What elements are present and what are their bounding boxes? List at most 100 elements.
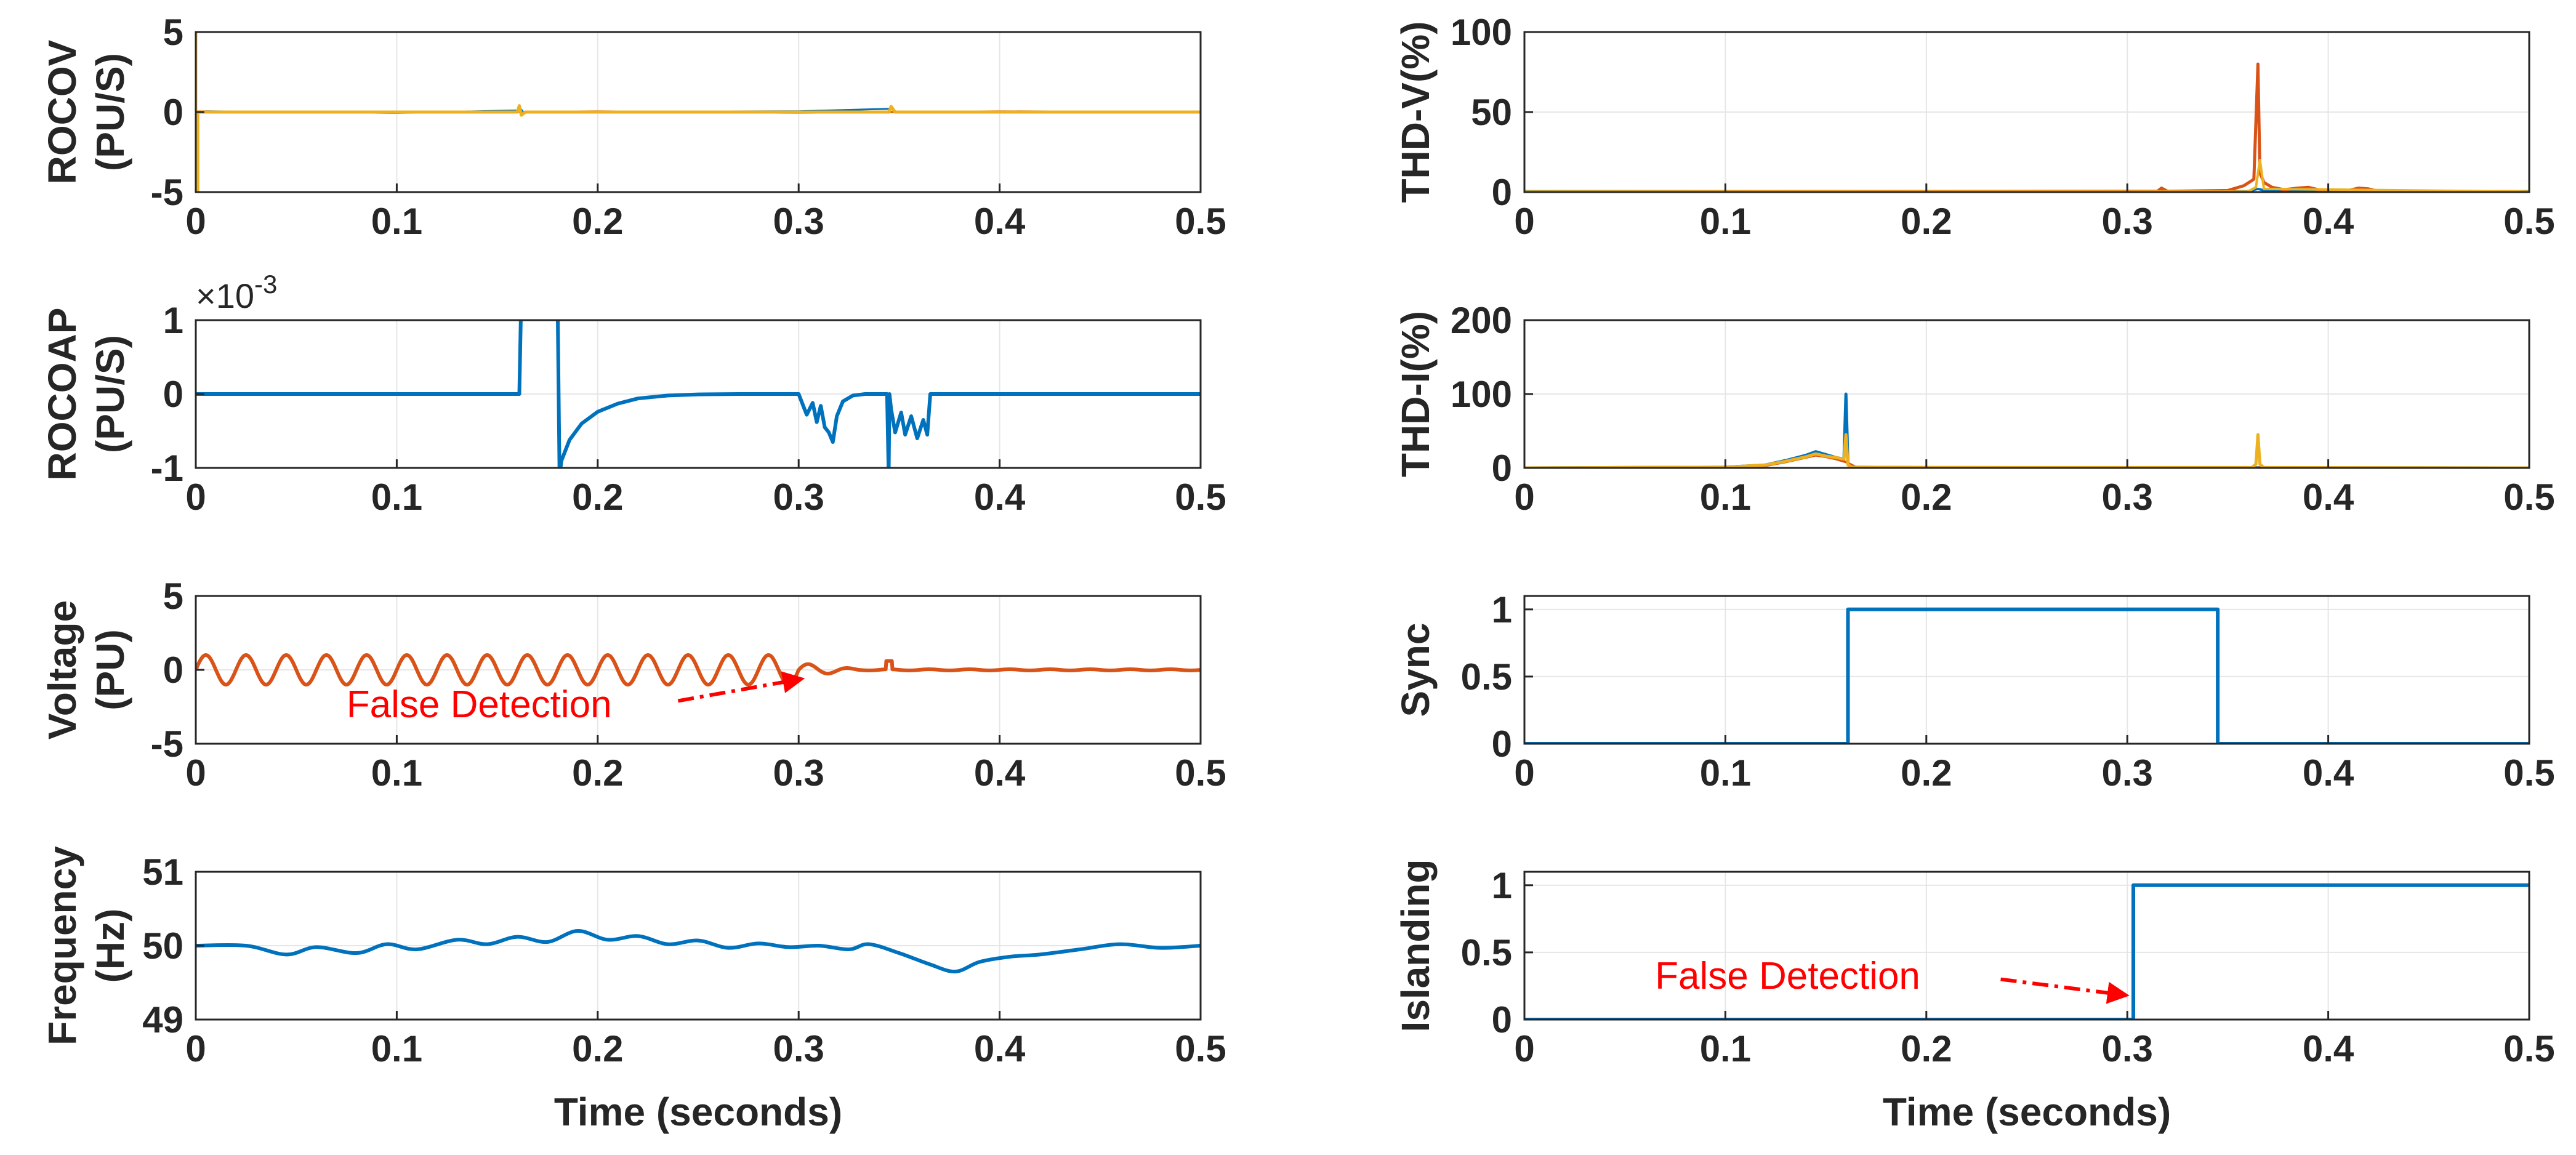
y-axis-label: Voltage xyxy=(40,600,84,739)
series-group xyxy=(196,32,1201,192)
x-tick-label: 0.4 xyxy=(2303,752,2354,794)
x-tick-label: 0.2 xyxy=(572,1028,623,1069)
y-tick-label: 49 xyxy=(142,999,183,1040)
x-tick-label: 0 xyxy=(1514,201,1534,242)
x-tick-label: 0.5 xyxy=(1175,477,1226,518)
y-tick-label: 0 xyxy=(163,650,183,691)
x-tick-label: 0.3 xyxy=(773,752,824,794)
series-group xyxy=(196,653,1201,686)
x-tick-label: 0.1 xyxy=(371,477,422,518)
x-tick-label: 0.5 xyxy=(2503,477,2554,518)
y-axis-label: Frequency xyxy=(40,846,84,1045)
x-tick-label: 0.3 xyxy=(773,1028,824,1069)
y-tick-label: 50 xyxy=(142,925,183,967)
axes-box xyxy=(1523,595,2530,745)
series-group xyxy=(1524,883,2529,1020)
y-tick-label: 5 xyxy=(163,12,183,53)
y-tick-label: 200 xyxy=(1451,300,1512,341)
series-line-voltage xyxy=(196,653,1201,686)
x-tick-label: 0.3 xyxy=(773,201,824,242)
x-tick-label: 0.2 xyxy=(1901,1028,1952,1069)
x-tick-label: 0.3 xyxy=(2101,752,2152,794)
y-tick-label: 1 xyxy=(1492,589,1512,630)
series-group xyxy=(1524,607,2529,744)
x-tick-label: 0.4 xyxy=(974,1028,1026,1069)
x-tick-label: 0.3 xyxy=(2101,477,2152,518)
x-tick-label: 0.3 xyxy=(2101,201,2152,242)
y-axis-label: ROCOV xyxy=(40,39,84,184)
y-tick-label: 0 xyxy=(1492,448,1512,489)
x-tick-label: 0.2 xyxy=(572,201,623,242)
x-tick-label: 0.1 xyxy=(371,201,422,242)
x-tick-label: 0.5 xyxy=(1175,1028,1226,1069)
x-tick-label: 0.1 xyxy=(371,1028,422,1069)
y-tick-label: 51 xyxy=(142,851,183,893)
x-tick-label: 0.5 xyxy=(1175,752,1226,794)
y-axis-label: THD-I(%) xyxy=(1393,311,1438,477)
y-axis-label: Islanding xyxy=(1393,859,1438,1032)
x-tick-label: 0.2 xyxy=(1901,477,1952,518)
subplot-frequency: 0 0.1 0.2 0.3 0.4 0.5 49 50 51 Frequency (Hz) Time … xyxy=(40,846,1226,1134)
x-tick-label: 0.1 xyxy=(1700,477,1751,518)
plot-area xyxy=(1524,596,2529,744)
series-line-phase-c xyxy=(196,32,1201,192)
annotation-arrow xyxy=(2000,977,2130,1004)
subplot-islanding: 0 0.1 0.2 0.3 0.4 0.5 0 0.5 1 Islanding Time (seco… xyxy=(1393,859,2555,1134)
series-line-frequency xyxy=(196,929,1201,974)
x-tick-label: 0.2 xyxy=(572,477,623,518)
y-tick-label: 100 xyxy=(1451,374,1512,415)
x-tick-label: 0.2 xyxy=(1901,201,1952,242)
x-tick-label: 0.4 xyxy=(2303,201,2354,242)
y-tick-label: 0 xyxy=(1492,723,1512,765)
x-tick-label: 0.5 xyxy=(2503,1028,2554,1069)
x-tick-label: 0.4 xyxy=(974,477,1026,518)
x-axis-label: Time (seconds) xyxy=(1883,1090,2171,1134)
y-tick-label: -5 xyxy=(151,723,183,765)
axes-box xyxy=(1523,871,2530,1021)
series-line-phase-c xyxy=(1524,433,2529,468)
y-axis-label: (PU) xyxy=(88,629,132,710)
y-tick-label: -1 xyxy=(151,448,183,489)
x-tick-label: 0.3 xyxy=(2101,1028,2152,1069)
x-tick-label: 0 xyxy=(1514,1028,1534,1069)
x-tick-label: 0.5 xyxy=(2503,201,2554,242)
y-axis-label: Sync xyxy=(1393,623,1438,717)
annotation-text: False Detection xyxy=(347,683,612,726)
x-tick-label: 0 xyxy=(185,201,206,242)
x-tick-label: 0 xyxy=(185,477,206,518)
x-tick-label: 0.5 xyxy=(1175,201,1226,242)
x-tick-label: 0.5 xyxy=(2503,752,2554,794)
x-tick-label: 0 xyxy=(185,752,206,794)
y-tick-label: 0 xyxy=(163,374,183,415)
x-tick-label: 0.4 xyxy=(974,201,1026,242)
exponent-power: -3 xyxy=(254,270,277,299)
series-line-islanding xyxy=(1524,883,2529,1020)
x-tick-label: 0 xyxy=(1514,752,1534,794)
y-axis-label: (Hz) xyxy=(88,909,132,983)
exponent-base: ×10 xyxy=(196,276,254,315)
y-axis-label: THD-V(%) xyxy=(1393,21,1438,203)
series-group xyxy=(196,929,1201,974)
y-exponent-label: ×10-3 xyxy=(196,270,277,315)
series-line-rocoap xyxy=(196,320,1201,468)
y-axis-label: ROCOAP xyxy=(40,308,84,481)
y-tick-label: 0 xyxy=(1492,999,1512,1040)
series-line-sync xyxy=(1524,607,2529,744)
y-axis-label: (PU/S) xyxy=(88,335,132,453)
x-tick-label: 0.4 xyxy=(2303,1028,2354,1069)
x-tick-label: 0.3 xyxy=(773,477,824,518)
y-axis-label: (PU/S) xyxy=(88,53,132,171)
x-tick-label: 0.1 xyxy=(1700,1028,1751,1069)
y-tick-label: 0 xyxy=(1492,172,1512,213)
series-group xyxy=(196,320,1201,468)
x-tick-label: 0 xyxy=(185,1028,206,1069)
x-tick-label: 0 xyxy=(1514,477,1534,518)
x-axis-label: Time (seconds) xyxy=(554,1090,842,1134)
x-tick-label: 0.1 xyxy=(1700,752,1751,794)
y-tick-label: 5 xyxy=(163,576,183,617)
y-tick-label: 0 xyxy=(163,92,183,133)
